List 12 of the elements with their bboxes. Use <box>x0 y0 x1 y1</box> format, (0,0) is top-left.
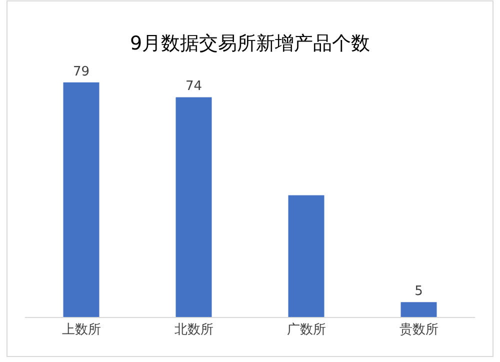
bar <box>288 195 324 317</box>
bar <box>176 97 212 317</box>
x-tick-label: 北数所 <box>174 322 214 338</box>
x-tick-label: 上数所 <box>62 322 101 338</box>
bar <box>63 82 100 317</box>
x-tick-label: 广数所 <box>286 322 326 338</box>
data-label: 5 <box>414 284 423 300</box>
x-tick-label: 贵数所 <box>399 322 438 338</box>
chart-title: 9月数据交易所新增产品个数 <box>130 32 370 54</box>
data-label: 79 <box>72 64 90 80</box>
bar <box>400 302 437 317</box>
data-label: 74 <box>185 79 202 94</box>
